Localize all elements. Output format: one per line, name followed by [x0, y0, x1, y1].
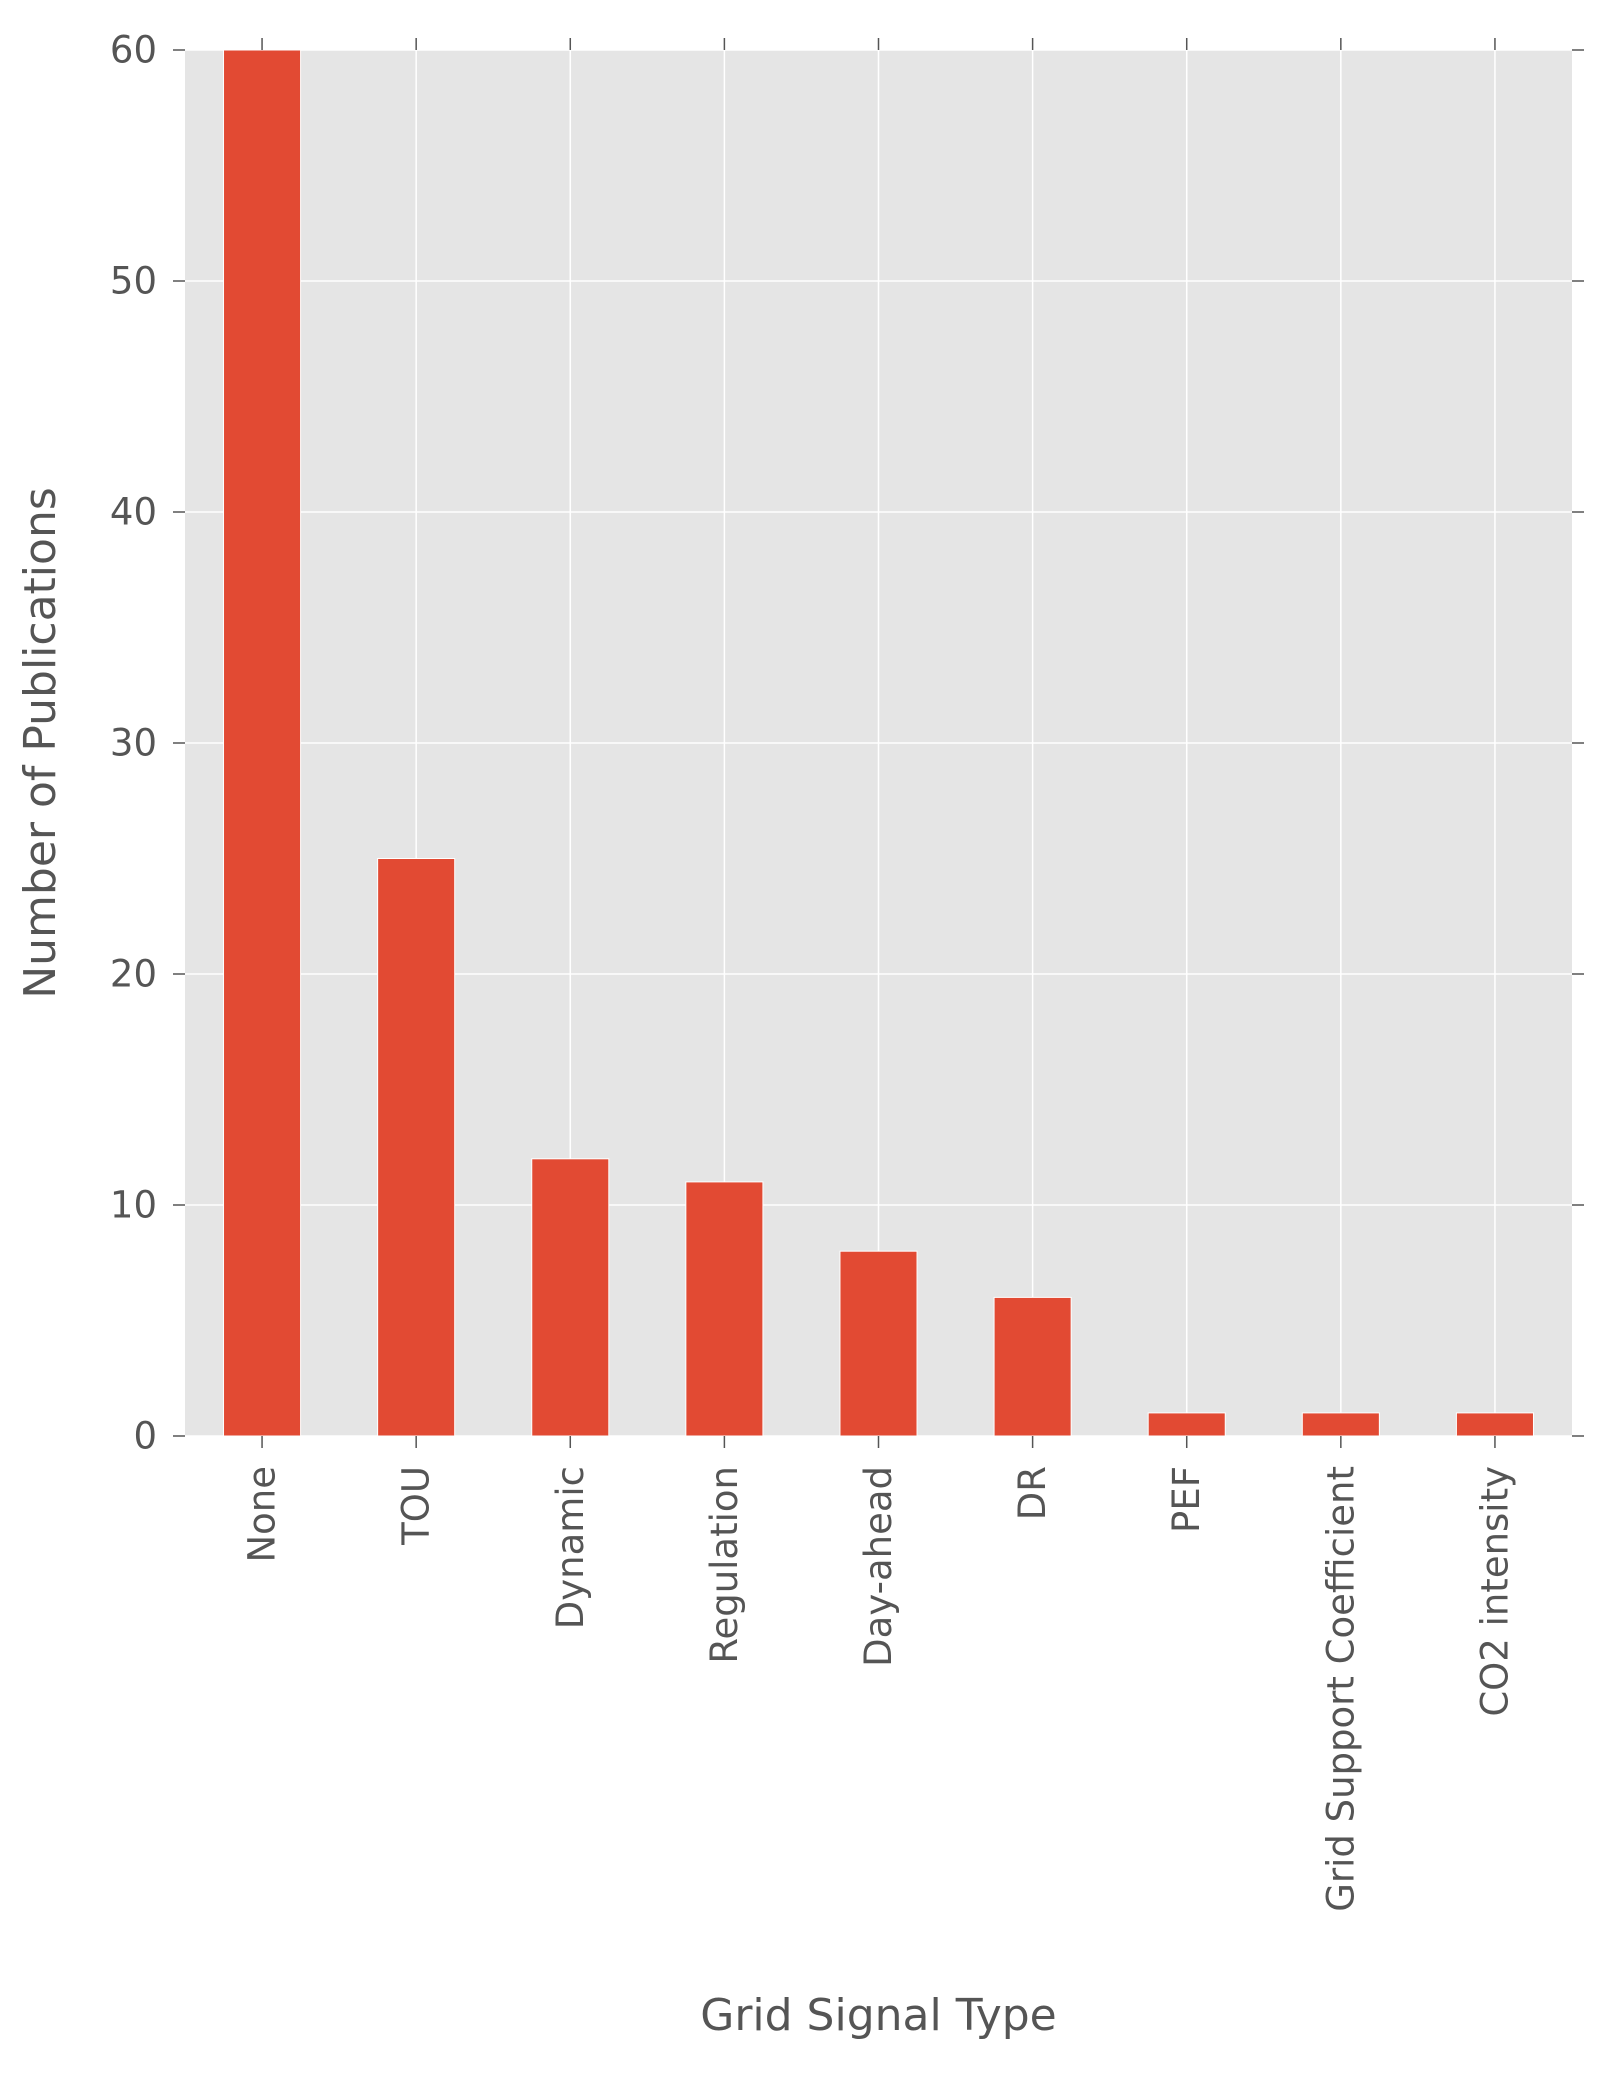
bar	[685, 1181, 764, 1437]
x-tick-label: DR	[1011, 1466, 1054, 1520]
x-tick-label: Day-ahead	[857, 1466, 900, 1667]
y-tick-label: 60	[110, 29, 157, 72]
bar	[377, 858, 456, 1437]
y-tick-label: 40	[110, 491, 157, 534]
y-tick-labels: 0 10 20 30 40 50 60	[110, 29, 157, 1458]
x-tick-label: Grid Support Coefficient	[1319, 1466, 1362, 1912]
y-tick-label: 0	[133, 1415, 157, 1458]
x-tick-label: PEF	[1165, 1466, 1208, 1533]
bar	[1301, 1412, 1380, 1437]
bar	[531, 1158, 610, 1437]
axis-ticks	[173, 38, 1584, 1448]
y-axis-label: Number of Publications	[15, 487, 66, 999]
y-tick-label: 10	[110, 1184, 157, 1227]
x-axis-label: Grid Signal Type	[700, 1990, 1057, 2041]
bar	[1455, 1412, 1534, 1437]
bar	[839, 1250, 918, 1437]
y-tick-label: 30	[110, 722, 157, 765]
x-tick-label: CO2 intensity	[1473, 1466, 1516, 1717]
bar	[993, 1296, 1072, 1437]
y-tick-label: 50	[110, 260, 157, 303]
y-tick-label: 20	[110, 953, 157, 996]
x-tick-label: TOU	[395, 1466, 438, 1546]
x-tick-label: None	[241, 1466, 284, 1563]
x-tick-label: Regulation	[703, 1466, 746, 1664]
bar	[223, 49, 302, 1437]
bar	[1147, 1412, 1226, 1437]
x-tick-labels: None TOU Dynamic Regulation Day-ahead DR PEF Gr…	[241, 1466, 1517, 1912]
x-tick-label: Dynamic	[549, 1466, 592, 1629]
